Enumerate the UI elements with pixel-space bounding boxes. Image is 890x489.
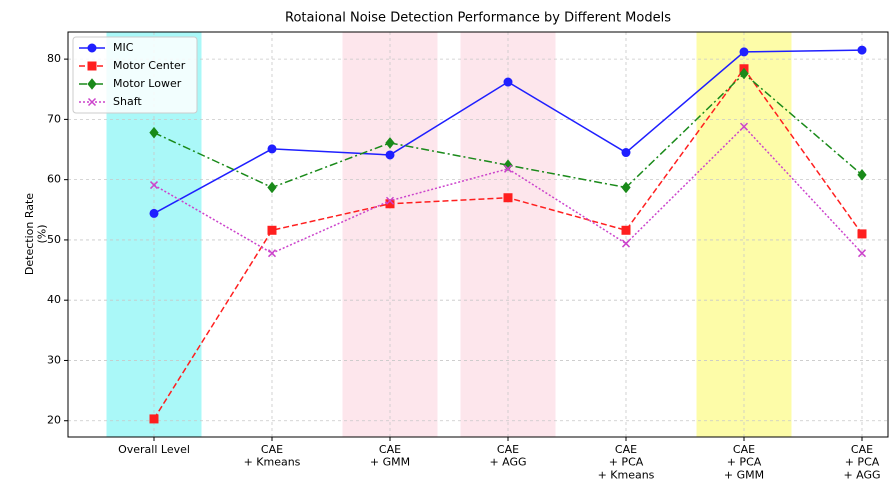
marker xyxy=(267,181,277,194)
legend-marker xyxy=(87,78,97,90)
chart-title: Rotaional Noise Detection Performance by… xyxy=(285,11,671,26)
y-tick-label: 50 xyxy=(47,233,61,246)
legend-box xyxy=(72,36,198,114)
marker xyxy=(503,193,513,203)
marker xyxy=(503,77,513,87)
x-tick-label: CAE + PCA + Kmeans xyxy=(598,443,655,481)
legend-marker xyxy=(87,61,97,71)
legend-label: MIC xyxy=(113,41,134,54)
marker xyxy=(857,45,867,55)
marker xyxy=(739,47,749,57)
marker xyxy=(857,229,867,239)
x-tick-label: Overall Level xyxy=(118,443,190,456)
legend-label: Motor Lower xyxy=(113,77,182,90)
marker xyxy=(503,159,513,171)
legend-marker xyxy=(87,43,97,53)
marker xyxy=(385,196,395,205)
marker xyxy=(267,225,277,235)
legend-label: Motor Center xyxy=(113,59,186,72)
x-tick-label: CAE + GMM xyxy=(370,443,410,469)
marker xyxy=(149,208,159,218)
legend-label: Shaft xyxy=(113,95,142,108)
marker xyxy=(739,122,749,131)
marker xyxy=(149,414,159,424)
y-tick-label: 40 xyxy=(47,293,61,306)
x-tick-label: CAE + Kmeans xyxy=(244,443,301,469)
marker xyxy=(621,148,631,158)
marker xyxy=(267,249,277,258)
x-tick-label: CAE + PCA + AGG xyxy=(843,443,880,481)
legend-marker xyxy=(87,97,97,107)
marker xyxy=(857,249,867,258)
marker xyxy=(621,181,631,194)
marker xyxy=(149,181,159,190)
y-tick-label: 30 xyxy=(47,353,61,366)
x-tick-label: CAE + AGG xyxy=(489,443,526,469)
marker xyxy=(385,150,395,160)
plot-frame xyxy=(67,31,889,438)
y-axis-label: Detection Rate(%) xyxy=(23,193,49,275)
marker xyxy=(621,239,631,248)
marker xyxy=(267,144,277,154)
y-tick-label: 60 xyxy=(47,173,61,186)
y-tick-label: 80 xyxy=(47,52,61,65)
marker xyxy=(385,137,395,149)
marker xyxy=(857,169,867,181)
marker xyxy=(739,67,749,80)
marker xyxy=(503,164,513,173)
x-tick-label: CAE + PCA + GMM xyxy=(724,443,764,481)
marker xyxy=(149,126,159,139)
y-tick-label: 20 xyxy=(47,414,61,427)
marker xyxy=(621,225,631,235)
y-tick-label: 70 xyxy=(47,112,61,125)
